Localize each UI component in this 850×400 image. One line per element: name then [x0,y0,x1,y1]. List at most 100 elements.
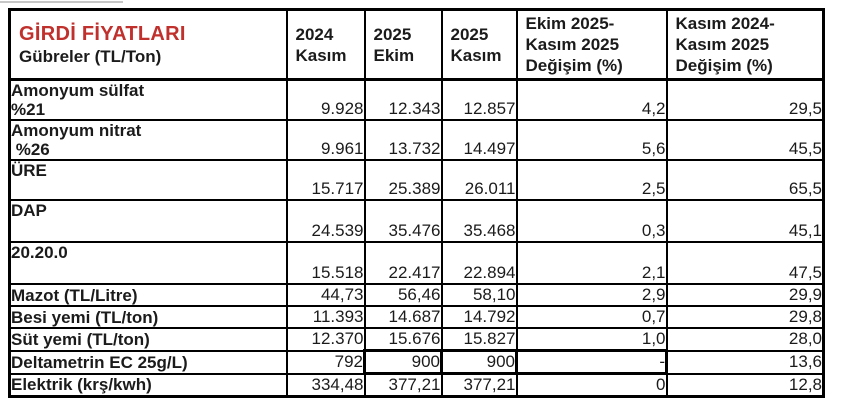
cell-monthly-change: 5,6 [515,119,668,161]
column-header-2024-kasim: 2024 Kasım [285,8,366,81]
cell-2025-ekim: 13.732 [363,119,443,161]
table-row-ure: ÜRE 15.717 25.389 26.011 2,5 65,5 [8,159,825,201]
table-row-deltametrin: Deltametrin EC 25g/L) 792 900 900 - 13,6 [8,349,825,375]
column-header-line: Kasım 2025 [675,35,770,54]
row-label-line1: Amonyum nitrat [11,121,142,140]
column-header-2025-ekim: 2025 Ekim [363,8,443,81]
cell-2024-kasim: 15.717 [285,159,366,201]
cell-monthly-change: 2,1 [515,241,668,285]
table-row-dap: DAP 24.539 35.476 35.468 0,3 45,1 [8,199,825,243]
cell-yearly-change: 13,6 [665,349,825,375]
cell-label: Besi yemi (TL/ton) [8,305,288,329]
cell-monthly-change: 0 [515,372,668,398]
cell-2025-ekim: 56,46 [363,283,443,307]
cell-2024-kasim: 12.370 [285,327,366,352]
cell-2024-kasim: 9.928 [285,78,366,121]
cell-monthly-change: 2,5 [515,159,668,201]
row-label-line1: Amonyum sülfat [11,81,145,100]
cell-yearly-change: 28,0 [665,327,825,352]
cell-2024-kasim: 24.539 [285,199,366,243]
cell-label: Amonyum sülfat %21 [8,78,288,121]
cell-2025-ekim: 900 [363,349,443,375]
cell-2025-kasim: 58,10 [440,283,518,307]
column-header-yearly-change: Kasım 2024- Kasım 2025 Değişim (%) [665,8,825,81]
row-label-line1: Deltametrin EC 25g/L) [11,352,188,372]
table-row-sut-yemi: Süt yemi (TL/ton) 12.370 15.676 15.827 1… [8,327,825,352]
table-subtitle: Gübreler (TL/Ton) [19,47,162,66]
column-header-line: 2025 [373,24,412,44]
scan-artifact-top [0,1,123,3]
cell-label: ÜRE [8,159,288,201]
cell-2024-kasim: 15.518 [285,241,366,285]
row-label-line1: Mazot (TL/Litre) [11,285,138,305]
cell-yearly-change: 47,5 [665,241,825,285]
cell-2025-ekim: 15.676 [363,327,443,352]
cell-2024-kasim: 334,48 [285,372,366,398]
cell-2025-ekim: 22.417 [363,241,443,285]
cell-monthly-change: 2,9 [515,283,668,307]
table-row-20-20-0: 20.20.0 15.518 22.417 22.894 2,1 47,5 [8,241,825,285]
row-label-line1: DAP [11,201,47,220]
column-header-line: Değişim (%) [525,56,623,75]
row-label-line2: %26 [11,140,50,159]
column-header-line: Ekim [373,45,415,65]
cell-yearly-change: 29,5 [665,78,825,121]
cell-2025-kasim: 12.857 [440,78,518,121]
cell-2025-kasim: 14.792 [440,305,518,329]
column-header-line: Kasım [450,45,502,65]
column-header-2025-kasim: 2025 Kasım [440,8,518,81]
header-row: GİRDİ FİYATLARI Gübreler (TL/Ton) 2024 K… [8,8,825,81]
header-cell-title: GİRDİ FİYATLARI Gübreler (TL/Ton) [8,8,288,81]
cell-2024-kasim: 44,73 [285,283,366,307]
table-row-amonyum-nitrat: Amonyum nitrat %26 9.961 13.732 14.497 5… [8,119,825,161]
cell-label: Süt yemi (TL/ton) [8,327,288,352]
column-header-line: Ekim 2025- [525,14,615,33]
column-header-line: 2024 [295,24,334,44]
cell-2025-ekim: 35.476 [363,199,443,243]
row-label-line1: 20.20.0 [11,243,68,262]
cell-yearly-change: 29,8 [665,305,825,329]
cell-yearly-change: 45,1 [665,199,825,243]
cell-2025-ekim: 12.343 [363,78,443,121]
cell-2025-kasim: 15.827 [440,327,518,352]
cell-yearly-change: 12,8 [665,372,825,398]
cell-2025-kasim: 26.011 [440,159,518,201]
cell-2024-kasim: 792 [285,349,366,375]
cell-2025-ekim: 14.687 [363,305,443,329]
cell-2024-kasim: 9.961 [285,119,366,161]
cell-monthly-change: 0,7 [515,305,668,329]
column-header-line: 2025 [450,24,489,44]
column-header-line: Kasım [295,45,347,65]
cell-label: DAP [8,199,288,243]
row-label-line1: ÜRE [11,161,47,180]
column-header-line: Kasım 2025 [525,35,620,54]
table-row-besi-yemi: Besi yemi (TL/ton) 11.393 14.687 14.792 … [8,305,825,329]
row-label-line1: Besi yemi (TL/ton) [11,307,159,327]
cell-label: 20.20.0 [8,241,288,285]
cell-label: Elektrik (krş/kwh) [8,372,288,398]
cell-label: Amonyum nitrat %26 [8,119,288,161]
cell-2025-kasim: 22.894 [440,241,518,285]
cell-yearly-change: 65,5 [665,159,825,201]
cell-yearly-change: 29,9 [665,283,825,307]
column-header-monthly-change: Ekim 2025- Kasım 2025 Değişim (%) [515,8,668,81]
table-row-mazot: Mazot (TL/Litre) 44,73 56,46 58,10 2,9 2… [8,283,825,307]
column-header-line: Değişim (%) [675,56,773,75]
input-prices-table: GİRDİ FİYATLARI Gübreler (TL/Ton) 2024 K… [8,8,825,398]
cell-2025-ekim: 25.389 [363,159,443,201]
cell-monthly-change: - [515,349,668,375]
cell-monthly-change: 4,2 [515,78,668,121]
page-title: GİRDİ FİYATLARI [19,23,186,45]
table-row-elektrik: Elektrik (krş/kwh) 334,48 377,21 377,21 … [8,372,825,398]
cell-yearly-change: 45,5 [665,119,825,161]
cell-label: Mazot (TL/Litre) [8,283,288,307]
cell-2025-ekim: 377,21 [363,372,443,398]
cell-2025-kasim: 377,21 [440,372,518,398]
cell-2025-kasim: 14.497 [440,119,518,161]
table-row-amonyum-sulfat: Amonyum sülfat %21 9.928 12.343 12.857 4… [8,78,825,121]
row-label-line1: Elektrik (krş/kwh) [11,375,152,395]
row-label-line1: Süt yemi (TL/ton) [11,329,150,349]
cell-2025-kasim: 35.468 [440,199,518,243]
cell-monthly-change: 0,3 [515,199,668,243]
